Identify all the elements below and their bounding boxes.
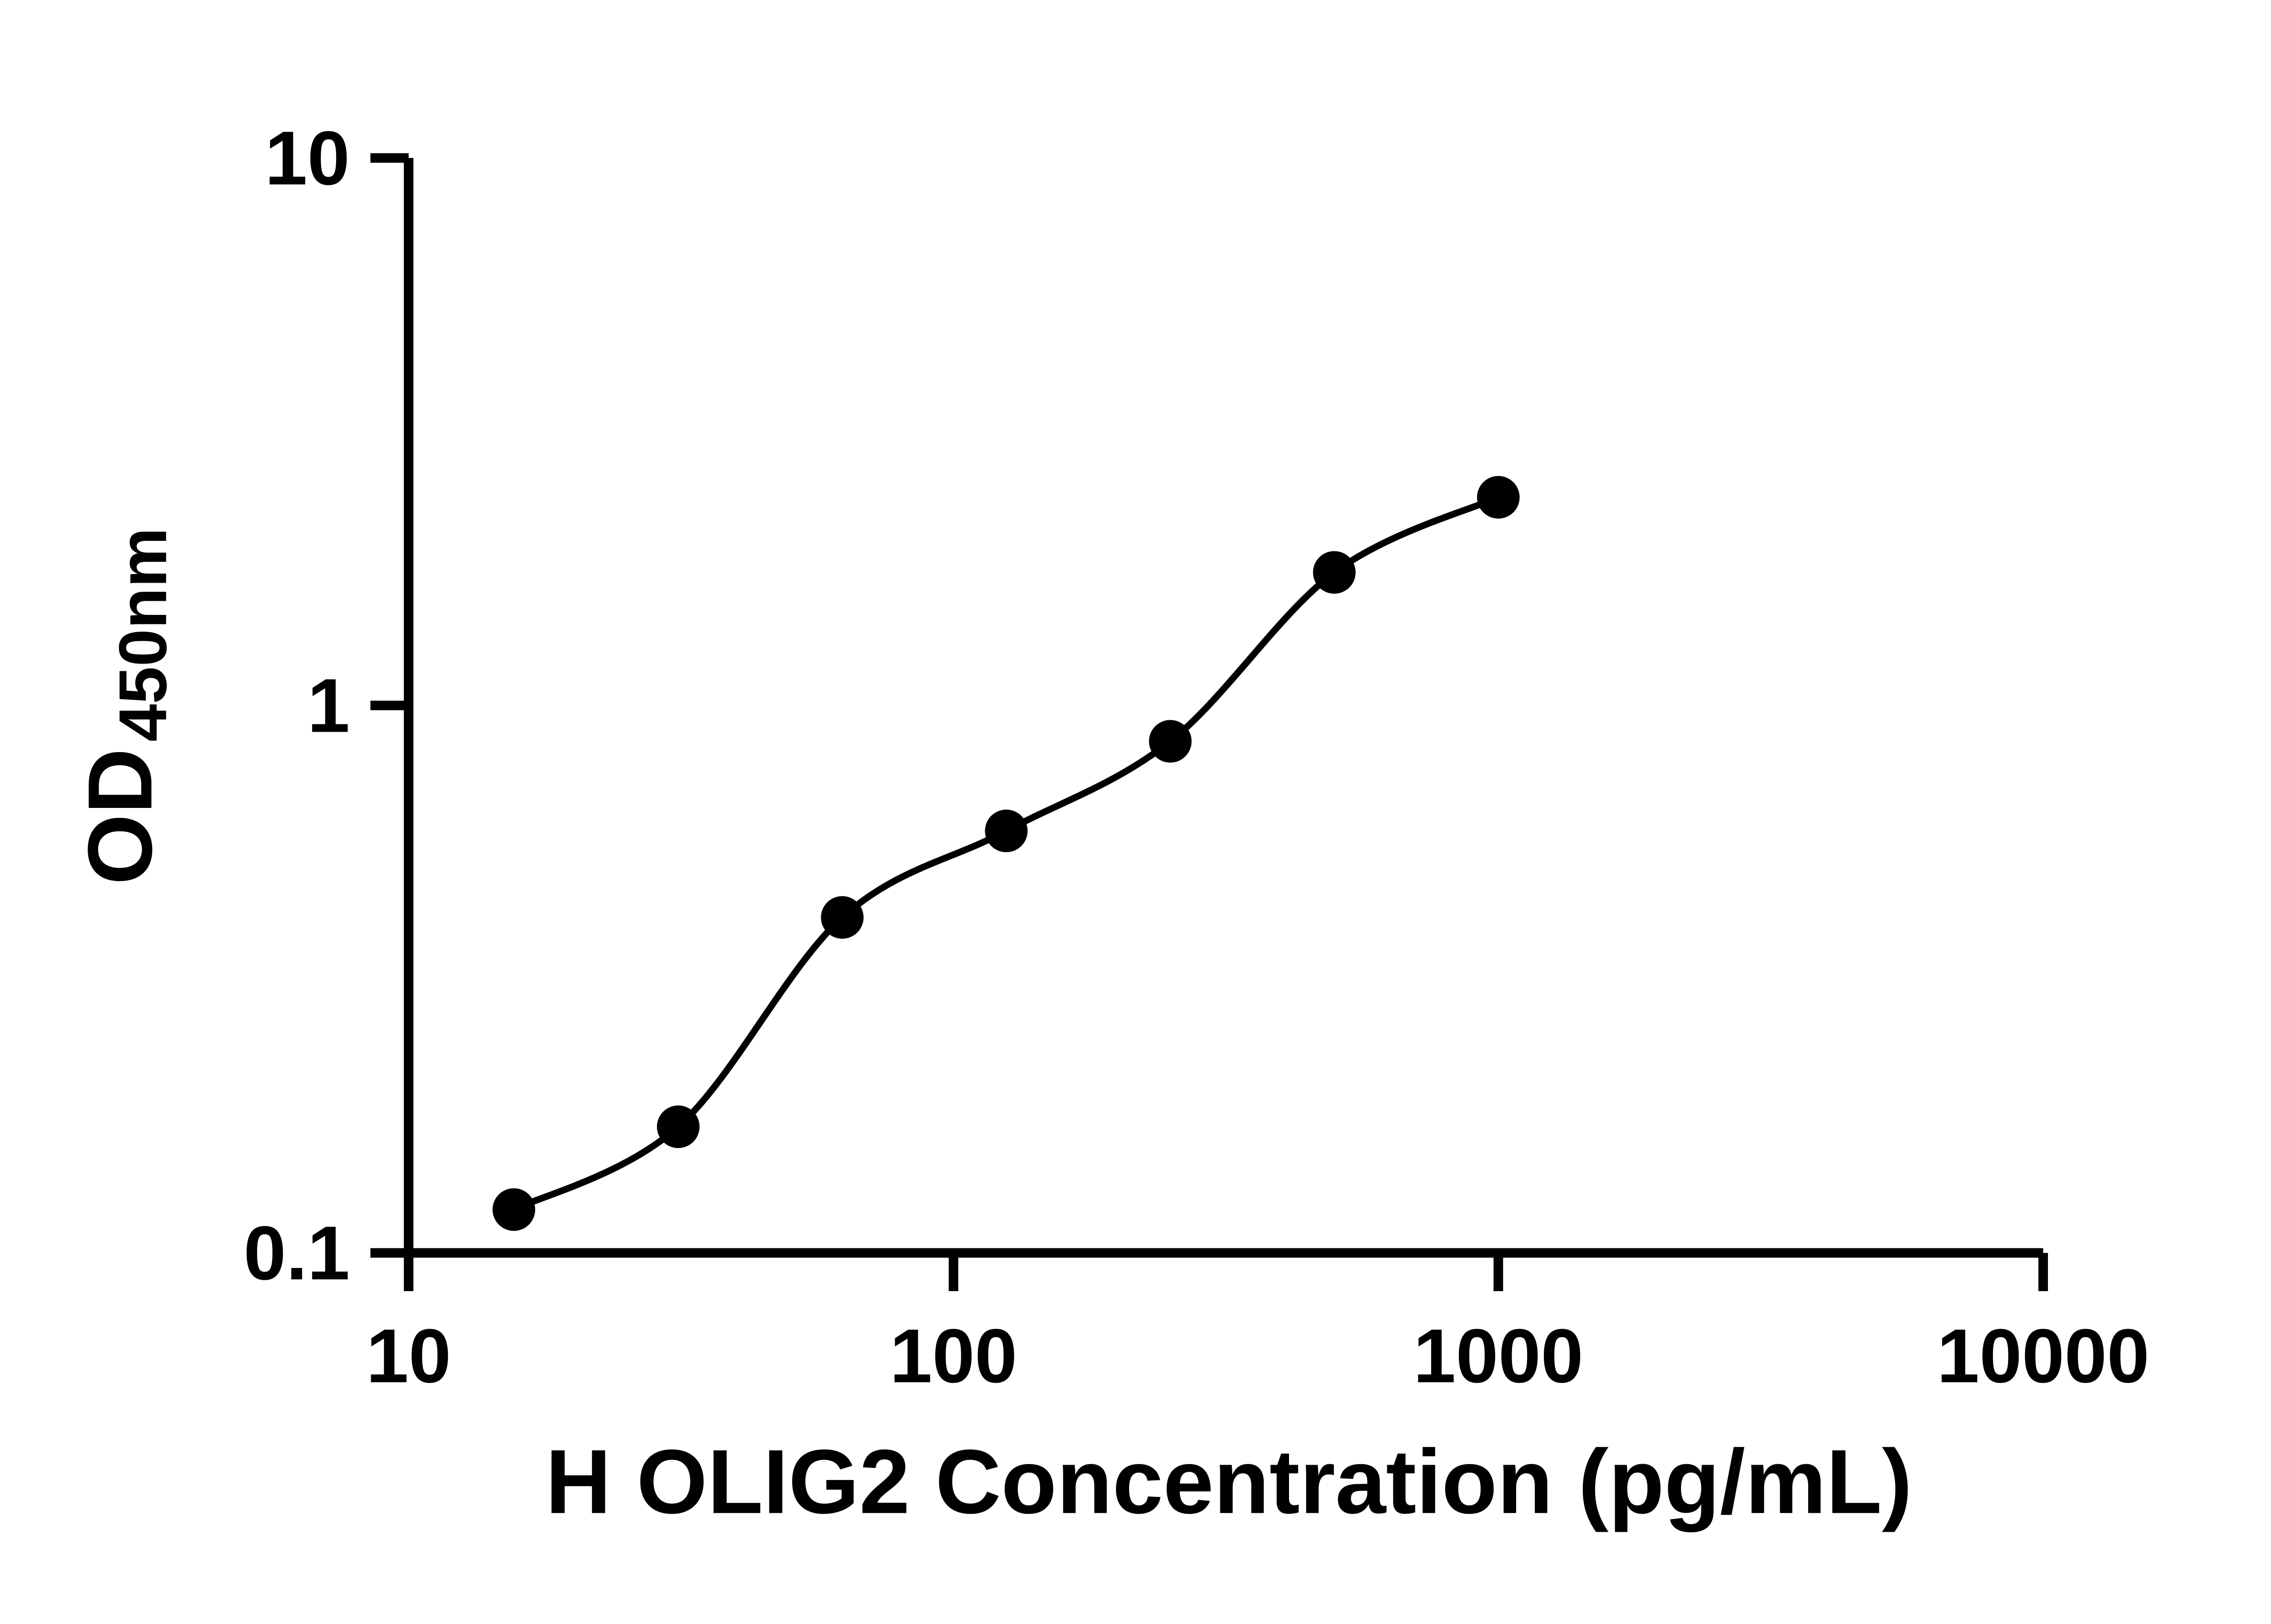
fit-curve [512,494,1500,1213]
data-points [492,476,1520,1231]
y-tick-label: 1 [307,663,350,748]
data-point [1313,551,1356,594]
data-point [821,896,864,939]
y-tick-label: 0.1 [243,1210,350,1296]
x-axis-ticks: 10 100 1000 10000 [366,1253,2149,1399]
x-axis-title: H OLIG2 Concentration (pg/mL) [545,1431,1912,1533]
data-point [492,1188,536,1231]
x-tick-label: 1000 [1413,1313,1583,1399]
x-tick-label: 10000 [1937,1313,2149,1399]
axes [404,158,2043,1258]
data-point [657,1105,700,1148]
y-axis-title-main: OD [69,748,171,885]
fit-curve-path [512,494,1500,1213]
y-axis-title-group: OD 450nm [69,527,180,885]
x-tick-label: 10 [366,1313,451,1399]
y-axis-title-subscript: 450nm [105,527,181,742]
y-axis-ticks: 0.1 1 10 [243,115,409,1296]
data-point [985,809,1028,852]
y-tick-label: 10 [265,115,350,201]
x-tick-label: 100 [890,1313,1017,1399]
y-axis-title: OD 450nm [69,527,180,885]
data-point [1477,476,1520,519]
data-point [1149,720,1192,763]
